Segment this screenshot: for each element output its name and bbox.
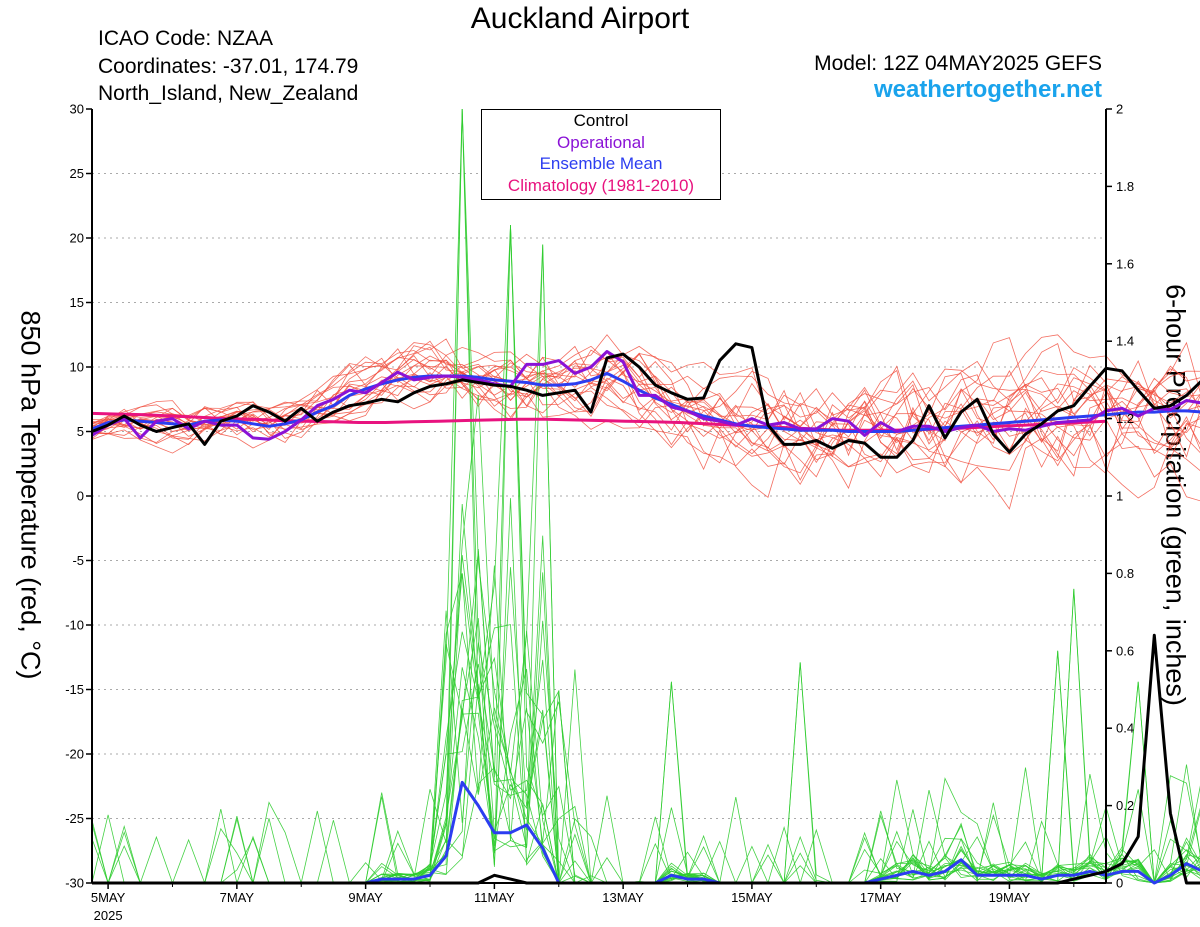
ensemble-precip-member-line [92,555,1200,884]
x-tick-label: 11MAY [474,890,515,905]
temp-control-line [91,342,1200,459]
ensemble-precip-member-line [91,650,1200,884]
y2-tick-label: 0.6 [1116,643,1134,658]
y2-tick-label: 1 [1116,489,1123,504]
legend-control: Control [573,111,629,130]
x-tick-label: 13MAY [602,890,644,905]
ensemble-temp-member-line [91,375,1200,478]
x-tick-label: 19MAY [989,890,1031,905]
y2-tick-label: 1.6 [1116,256,1134,271]
y2-tick-label: 0 [1116,876,1123,891]
y2-tick-label: 2 [1116,102,1123,117]
y-tick-label: -20 [65,747,84,762]
temp-operational-line [91,350,1200,441]
tick-labels: 302520151050-5-10-15-20-25-3021.81.61.41… [65,102,1134,924]
ensemble-precip-member-line [92,394,1200,885]
y-tick-label: 25 [70,166,84,181]
ensemble-temp-member-line [91,346,1200,510]
ensemble-temp-member-line [91,345,1200,474]
y-tick-label: -30 [65,876,84,891]
ensemble-temp-member-line [91,337,1200,502]
y-tick-label: 20 [70,231,84,246]
ensemble-temp-member-line [91,341,1200,498]
y-tick-label: 5 [77,424,84,439]
y2-tick-label: 1.4 [1116,334,1134,349]
ensemble-temp-member-line [91,352,1200,486]
gridlines [92,173,1106,819]
ensemble-precip-member-line [92,618,1200,884]
x-tick-label: 7MAY [220,890,255,905]
y-tick-label: 15 [70,295,84,310]
legend: Control Operational Ensemble Mean Climat… [481,109,721,200]
precip-control-line [92,633,1200,885]
ensemble-precip-member-line [92,567,1200,884]
plot-frame [91,109,1107,884]
x-tick-year-label: 2025 [94,908,123,923]
icao-code: ICAO Code: NZAA [98,27,274,50]
y2-tick-label: 1.8 [1116,179,1134,194]
ensemble-precip-member-line [92,244,1200,884]
ensemble-precip-member-line [92,551,1200,884]
x-tick-label: 17MAY [860,890,902,905]
y2-tick-label: 1.2 [1116,411,1134,426]
ensemble-temp-member-line [91,359,1200,455]
precip-ensemble-mean-line [92,780,1200,885]
x-tick-label: 9MAY [348,890,383,905]
y-tick-label: -10 [65,618,84,633]
region: North_Island, New_Zealand [98,82,359,105]
y2-tick-label: 0.8 [1116,566,1134,581]
ensemble-precip-member-line [91,225,1200,884]
ensemble-temp-member-line [91,355,1200,468]
y-tick-label: -25 [65,811,84,826]
y-tick-label: 10 [70,360,84,375]
y-tick-label: -5 [72,553,84,568]
ensemble-precip-member-line [92,573,1200,884]
y-tick-label: 0 [77,489,84,504]
ensemble-precip-member-line [91,225,1200,884]
legend-ensemble-mean: Ensemble Mean [539,154,663,174]
ensemble-precip-member-line [92,565,1200,884]
site-link[interactable]: weathertogether.net [873,76,1102,103]
x-tick-label: 5MAY [91,890,126,905]
model-run: Model: 12Z 04MAY2025 GEFS [814,52,1102,75]
x-tick-label: 15MAY [731,890,773,905]
legend-climatology: Climatology (1981-2010) [507,176,695,196]
ensemble-precip-member-line [92,610,1200,884]
y-tick-label: 30 [70,102,84,117]
ensemble-precip-member-line [91,225,1200,884]
legend-operational: Operational [557,132,645,152]
ensemble-precip-member-line [92,244,1200,884]
chart-title: Auckland Airport [470,2,690,35]
y-tick-label: -15 [65,682,84,697]
ensemble-temp-member-line [91,353,1200,477]
ensemble-temp-member-line [91,345,1200,468]
y2-tick-label: 0.2 [1116,798,1134,813]
ensemble-temp-member-line [91,353,1200,499]
series-lines [91,342,1200,885]
coordinates: Coordinates: -37.01, 174.79 [98,55,359,78]
y2-tick-label: 0.4 [1116,721,1134,736]
